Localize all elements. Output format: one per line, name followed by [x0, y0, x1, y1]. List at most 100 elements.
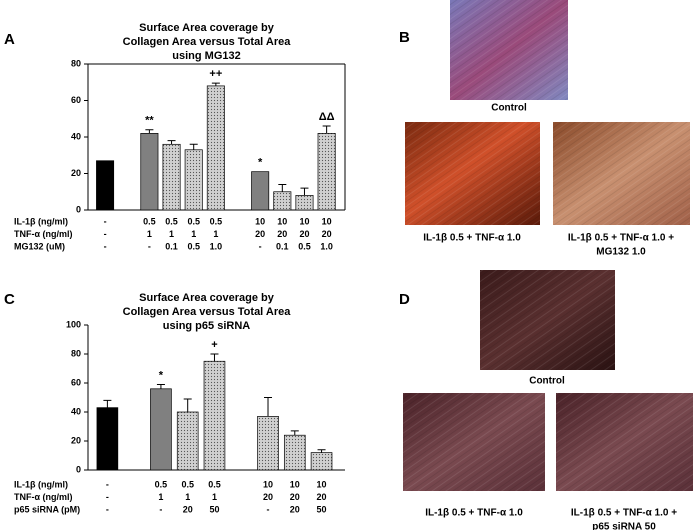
table-cell: 1	[191, 229, 196, 239]
bar	[283, 434, 306, 471]
significance-label: +	[211, 339, 217, 351]
table-cell: 0.5	[187, 216, 200, 226]
y-tick-label: 80	[71, 58, 81, 68]
table-cell: 10	[263, 479, 273, 489]
image-caption: Control	[529, 376, 565, 387]
table-cell: 20	[322, 229, 332, 239]
micrograph-b-treated	[405, 122, 540, 225]
y-tick-label: 0	[76, 464, 81, 474]
table-cell: 1	[212, 492, 217, 502]
table-cell: 20	[290, 492, 300, 502]
bar	[257, 416, 279, 471]
table-cell: 1	[213, 229, 218, 239]
table-cell: 1	[147, 229, 152, 239]
table-cell: 1.0	[320, 241, 333, 251]
table-cell: -	[148, 241, 151, 251]
table-cell: 1	[169, 229, 174, 239]
table-cell: 10	[322, 216, 332, 226]
table-cell: -	[104, 241, 107, 251]
image-caption: p65 siRNA 50	[592, 522, 656, 530]
panel-label: C	[4, 291, 15, 308]
micrograph-d-treated	[403, 393, 545, 491]
table-cell: 0.5	[143, 216, 156, 226]
y-tick-label: 60	[71, 95, 81, 105]
micrograph-b-control	[450, 0, 568, 100]
table-cell: -	[106, 504, 109, 514]
table-cell: 0.5	[210, 216, 223, 226]
bar	[317, 133, 336, 211]
table-cell: 10	[255, 216, 265, 226]
y-tick-label: 20	[71, 168, 81, 178]
image-caption: IL-1β 0.5 + TNF-α 1.0 +	[568, 233, 674, 244]
table-cell: -	[106, 492, 109, 502]
table-cell: -	[267, 504, 270, 514]
chart-title: using p65 siRNA	[163, 320, 250, 332]
error-bar	[317, 449, 326, 453]
y-tick-label: 100	[66, 319, 81, 329]
panel-label: B	[399, 29, 410, 46]
panel-label: A	[4, 31, 15, 48]
table-cell: 20	[290, 504, 300, 514]
significance-label: **	[145, 115, 154, 127]
table-row-label: p65 siRNA (pM)	[14, 504, 80, 514]
table-row-label: IL-1β (ng/ml)	[14, 216, 68, 226]
table-row-label: MG132 (uM)	[14, 241, 65, 251]
table-cell: 10	[299, 216, 309, 226]
bar	[96, 407, 119, 471]
table-cell: -	[106, 479, 109, 489]
table-cell: 1	[158, 492, 163, 502]
significance-label: ++	[209, 68, 222, 80]
table-cell: 1	[185, 492, 190, 502]
table-cell: 20	[277, 229, 287, 239]
bar	[176, 411, 199, 471]
bar	[310, 452, 333, 471]
image-caption: MG132 1.0	[596, 247, 646, 258]
significance-label: ΔΔ	[319, 111, 335, 123]
error-bar	[189, 143, 198, 150]
bar	[150, 388, 172, 471]
chart-title: Surface Area coverage by	[139, 292, 275, 304]
y-tick-label: 80	[71, 348, 81, 358]
error-bar	[264, 397, 273, 417]
table-cell: -	[159, 504, 162, 514]
bar	[162, 143, 181, 211]
table-cell: 0.5	[187, 241, 200, 251]
bar	[273, 191, 292, 211]
panel-label: D	[399, 291, 410, 308]
table-cell: 0.5	[208, 479, 221, 489]
significance-label: *	[159, 369, 164, 381]
table-cell: -	[104, 216, 107, 226]
table-cell: 10	[277, 216, 287, 226]
image-caption: IL-1β 0.5 + TNF-α 1.0	[423, 233, 521, 244]
image-caption: IL-1β 0.5 + TNF-α 1.0	[425, 508, 523, 519]
error-bar	[145, 129, 154, 134]
error-bar	[156, 383, 165, 389]
error-bar	[183, 398, 192, 412]
error-bar	[210, 353, 219, 362]
chart-title: using MG132	[172, 50, 240, 62]
y-tick-label: 0	[76, 204, 81, 214]
error-bar	[290, 430, 299, 436]
chart-title: Collagen Area versus Total Area	[123, 36, 292, 48]
table-cell: -	[259, 241, 262, 251]
bar	[206, 85, 225, 211]
y-tick-label: 40	[71, 131, 81, 141]
bar	[203, 360, 226, 471]
table-cell: -	[104, 229, 107, 239]
table-cell: 20	[263, 492, 273, 502]
table-cell: 0.5	[181, 479, 194, 489]
micrograph-d-control	[480, 270, 615, 370]
bar	[251, 171, 270, 211]
table-cell: 0.1	[165, 241, 178, 251]
table-cell: 10	[317, 479, 327, 489]
table-cell: 0.5	[155, 479, 168, 489]
micrograph-b-inhibited	[553, 122, 690, 225]
table-cell: 0.1	[276, 241, 289, 251]
micrograph-d-inhibited	[556, 393, 693, 491]
error-bar	[211, 82, 220, 86]
table-cell: 20	[299, 229, 309, 239]
image-caption: Control	[491, 103, 527, 114]
table-row-label: IL-1β (ng/ml)	[14, 479, 68, 489]
table-cell: 10	[290, 479, 300, 489]
error-bar	[103, 399, 112, 408]
